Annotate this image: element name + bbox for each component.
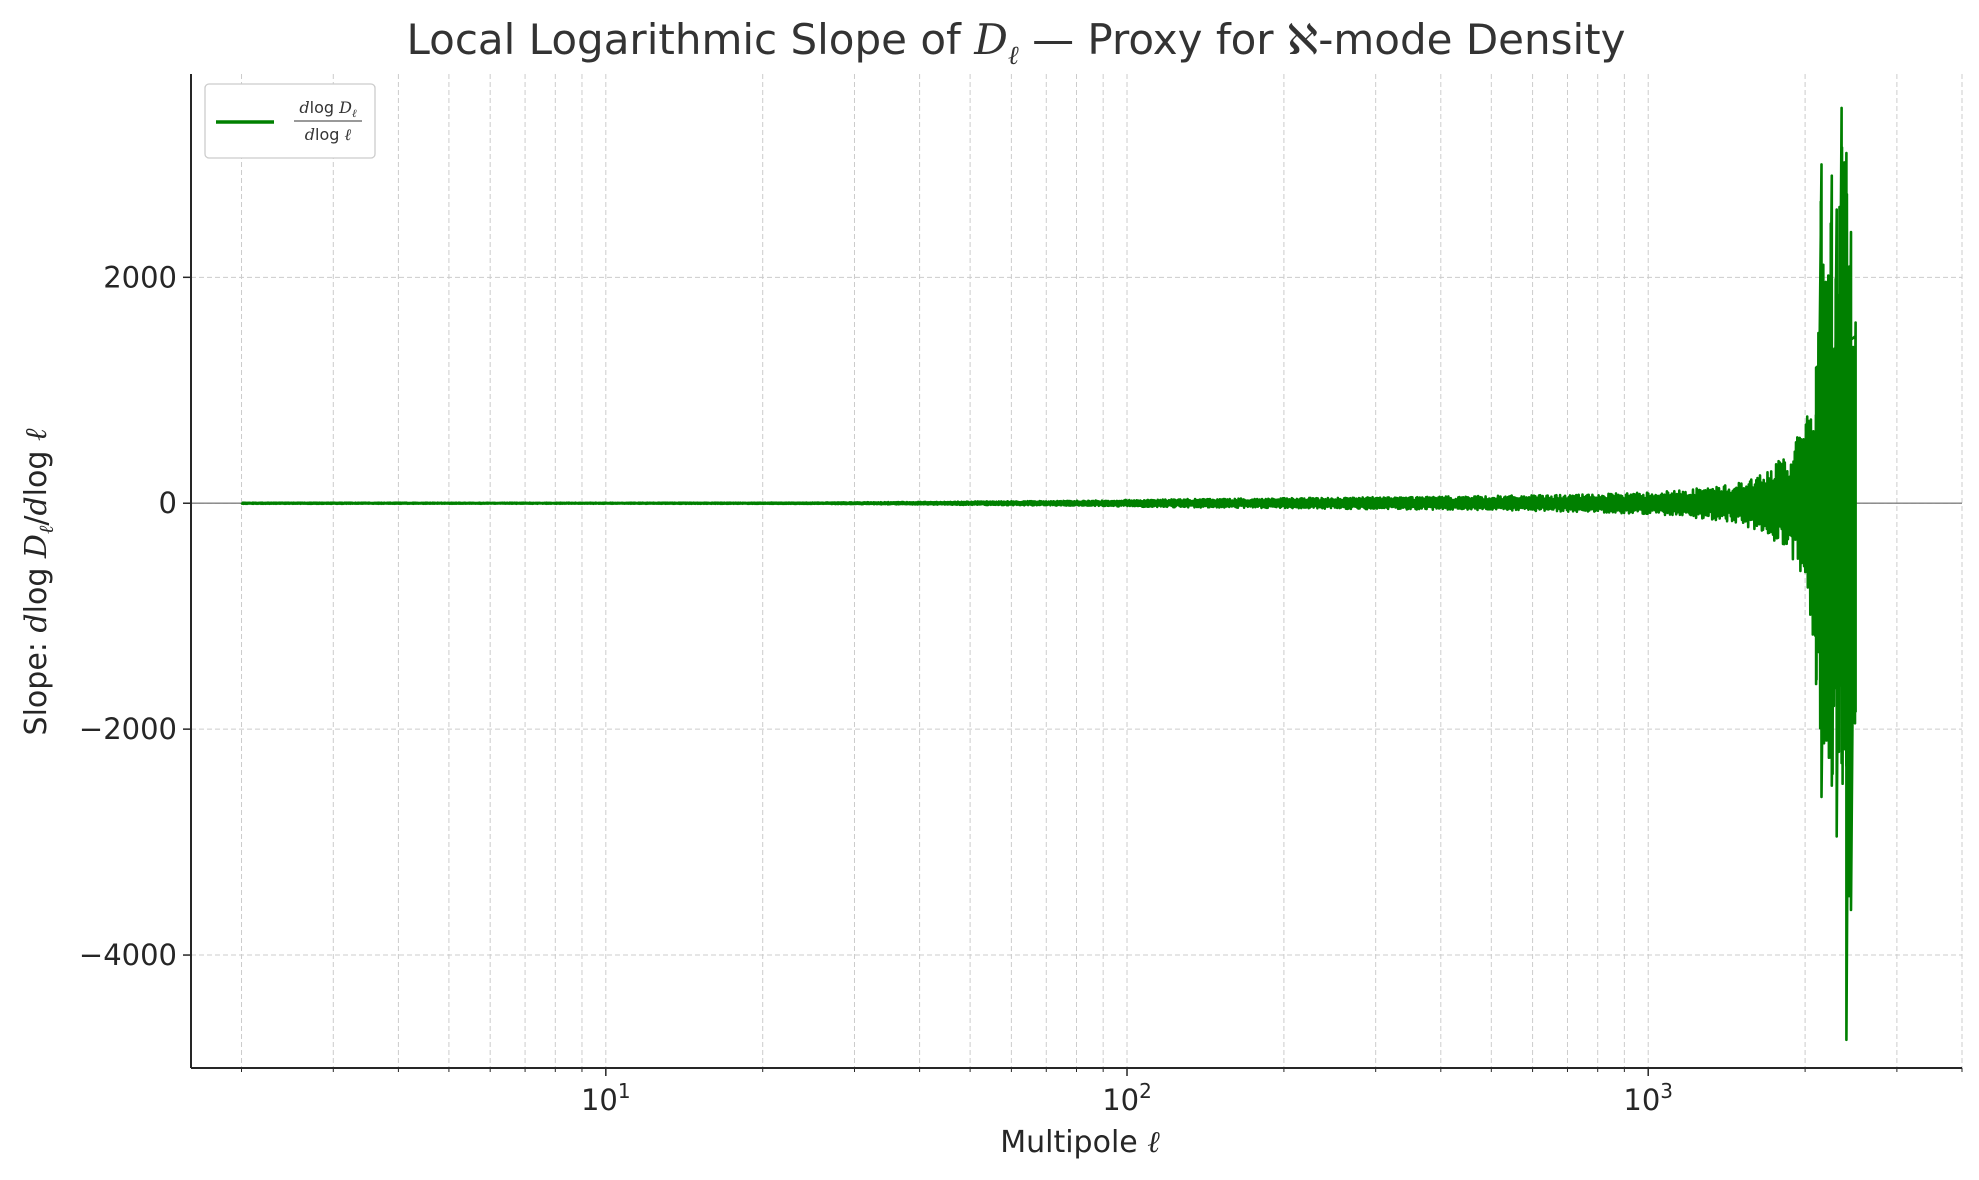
y-tick-label: −2000 <box>79 712 177 746</box>
y-tick-label: 0 <box>159 486 177 520</box>
grid-lines <box>191 74 1963 1068</box>
x-tick-label: 102 <box>1102 1079 1152 1117</box>
y-tick-label: 2000 <box>103 260 177 294</box>
series-line <box>240 106 1857 1042</box>
y-tick-label: −4000 <box>79 938 177 972</box>
x-tick-label: 103 <box>1623 1079 1673 1117</box>
y-axis-label: Slope: dlog Dℓ/dlog ℓ <box>19 428 58 735</box>
legend-numerator: dlog Dℓ <box>299 98 357 120</box>
legend: dlog Dℓ dlog ℓ <box>204 83 376 159</box>
axis-ticks: 2000 0 −2000 −4000 101 102 103 <box>79 260 1963 1117</box>
legend-frame <box>204 83 376 159</box>
x-axis-label: Multipole ℓ <box>1000 1125 1160 1160</box>
legend-denominator: dlog ℓ <box>305 125 352 144</box>
chart-title: Local Logarithmic Slope of Dℓ — Proxy fo… <box>406 15 1625 71</box>
x-tick-label: 101 <box>581 1079 631 1117</box>
